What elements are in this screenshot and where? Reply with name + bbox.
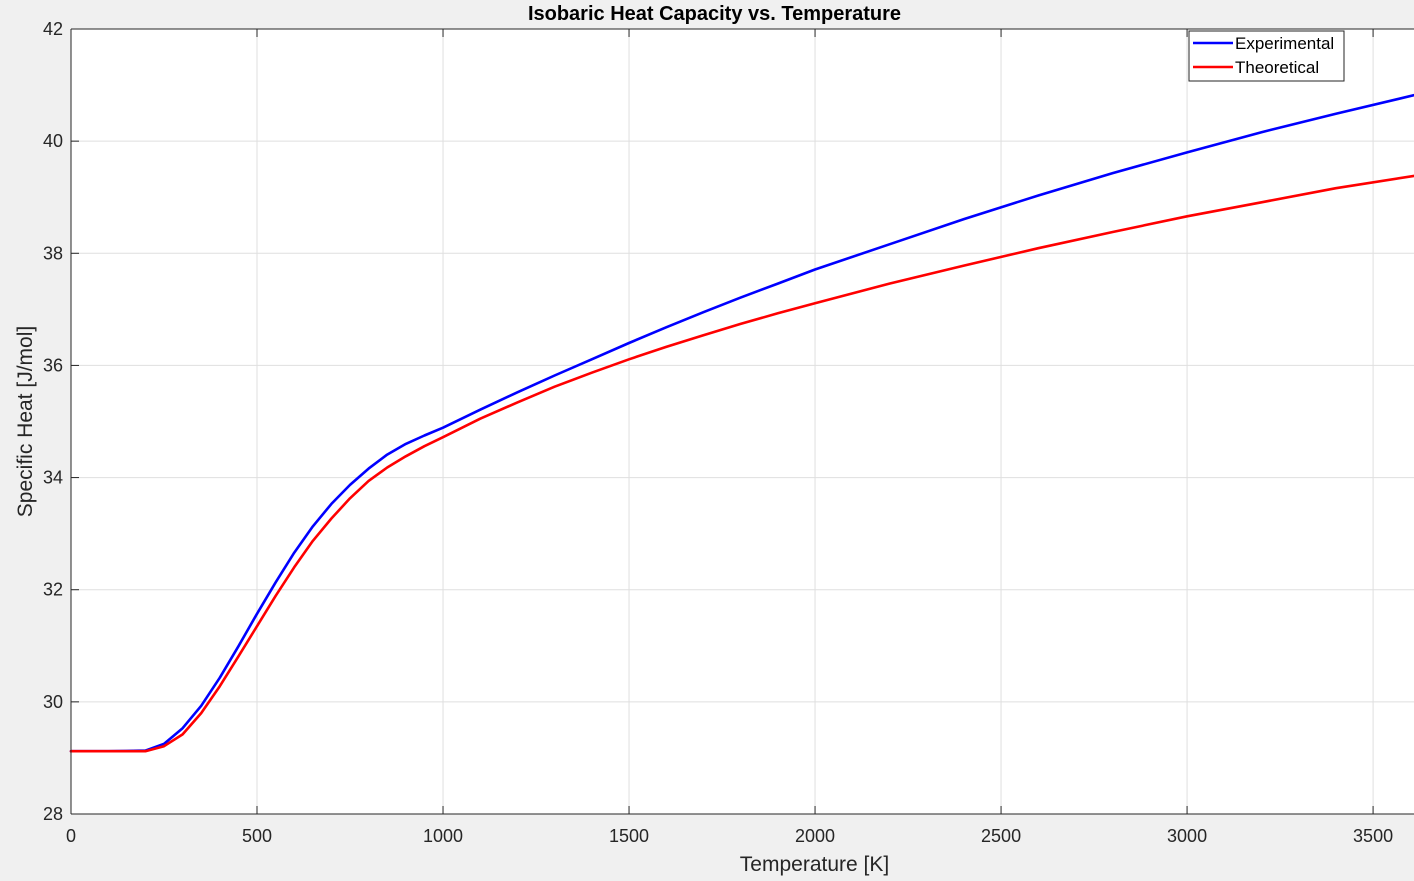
x-tick-label: 0 [66, 826, 76, 846]
x-tick-label: 1000 [423, 826, 463, 846]
tick-labels: 0 500 1000 1500 2000 2500 3000 3500 28 30 32 34 36 38… [43, 19, 1393, 846]
y-tick-label: 30 [43, 692, 63, 712]
y-tick-label: 40 [43, 131, 63, 151]
legend-box [1188, 30, 1345, 82]
y-tick-label: 38 [43, 243, 63, 263]
plot-area [71, 29, 1414, 814]
x-axis-label: Temperature [K] [740, 853, 889, 876]
legend-label-theoretical: Theoretical [1235, 58, 1319, 77]
x-tick-label: 3000 [1167, 826, 1207, 846]
chart-title: Isobaric Heat Capacity vs. Temperature [528, 3, 901, 25]
x-tick-label: 1500 [609, 826, 649, 846]
grid-lines [71, 29, 1414, 814]
y-tick-label: 34 [43, 468, 63, 488]
series-line-theoretical [69, 174, 1414, 753]
x-tick-label: 3500 [1353, 826, 1393, 846]
x-tick-label: 500 [242, 826, 272, 846]
y-tick-label: 28 [43, 804, 63, 824]
y-tick-label: 36 [43, 355, 63, 375]
y-tick-label: 42 [43, 19, 63, 39]
y-tick-label: 32 [43, 580, 63, 600]
legend-label-experimental: Experimental [1235, 34, 1334, 53]
legend: Experimental Theoretical [1188, 30, 1345, 82]
y-axis-label: Specific Heat [J/mol] [14, 326, 37, 517]
x-tick-label: 2500 [981, 826, 1021, 846]
series-line-experimental [69, 93, 1414, 753]
x-tick-label: 2000 [795, 826, 835, 846]
axes [70, 28, 1414, 815]
series-layer [69, 93, 1414, 753]
